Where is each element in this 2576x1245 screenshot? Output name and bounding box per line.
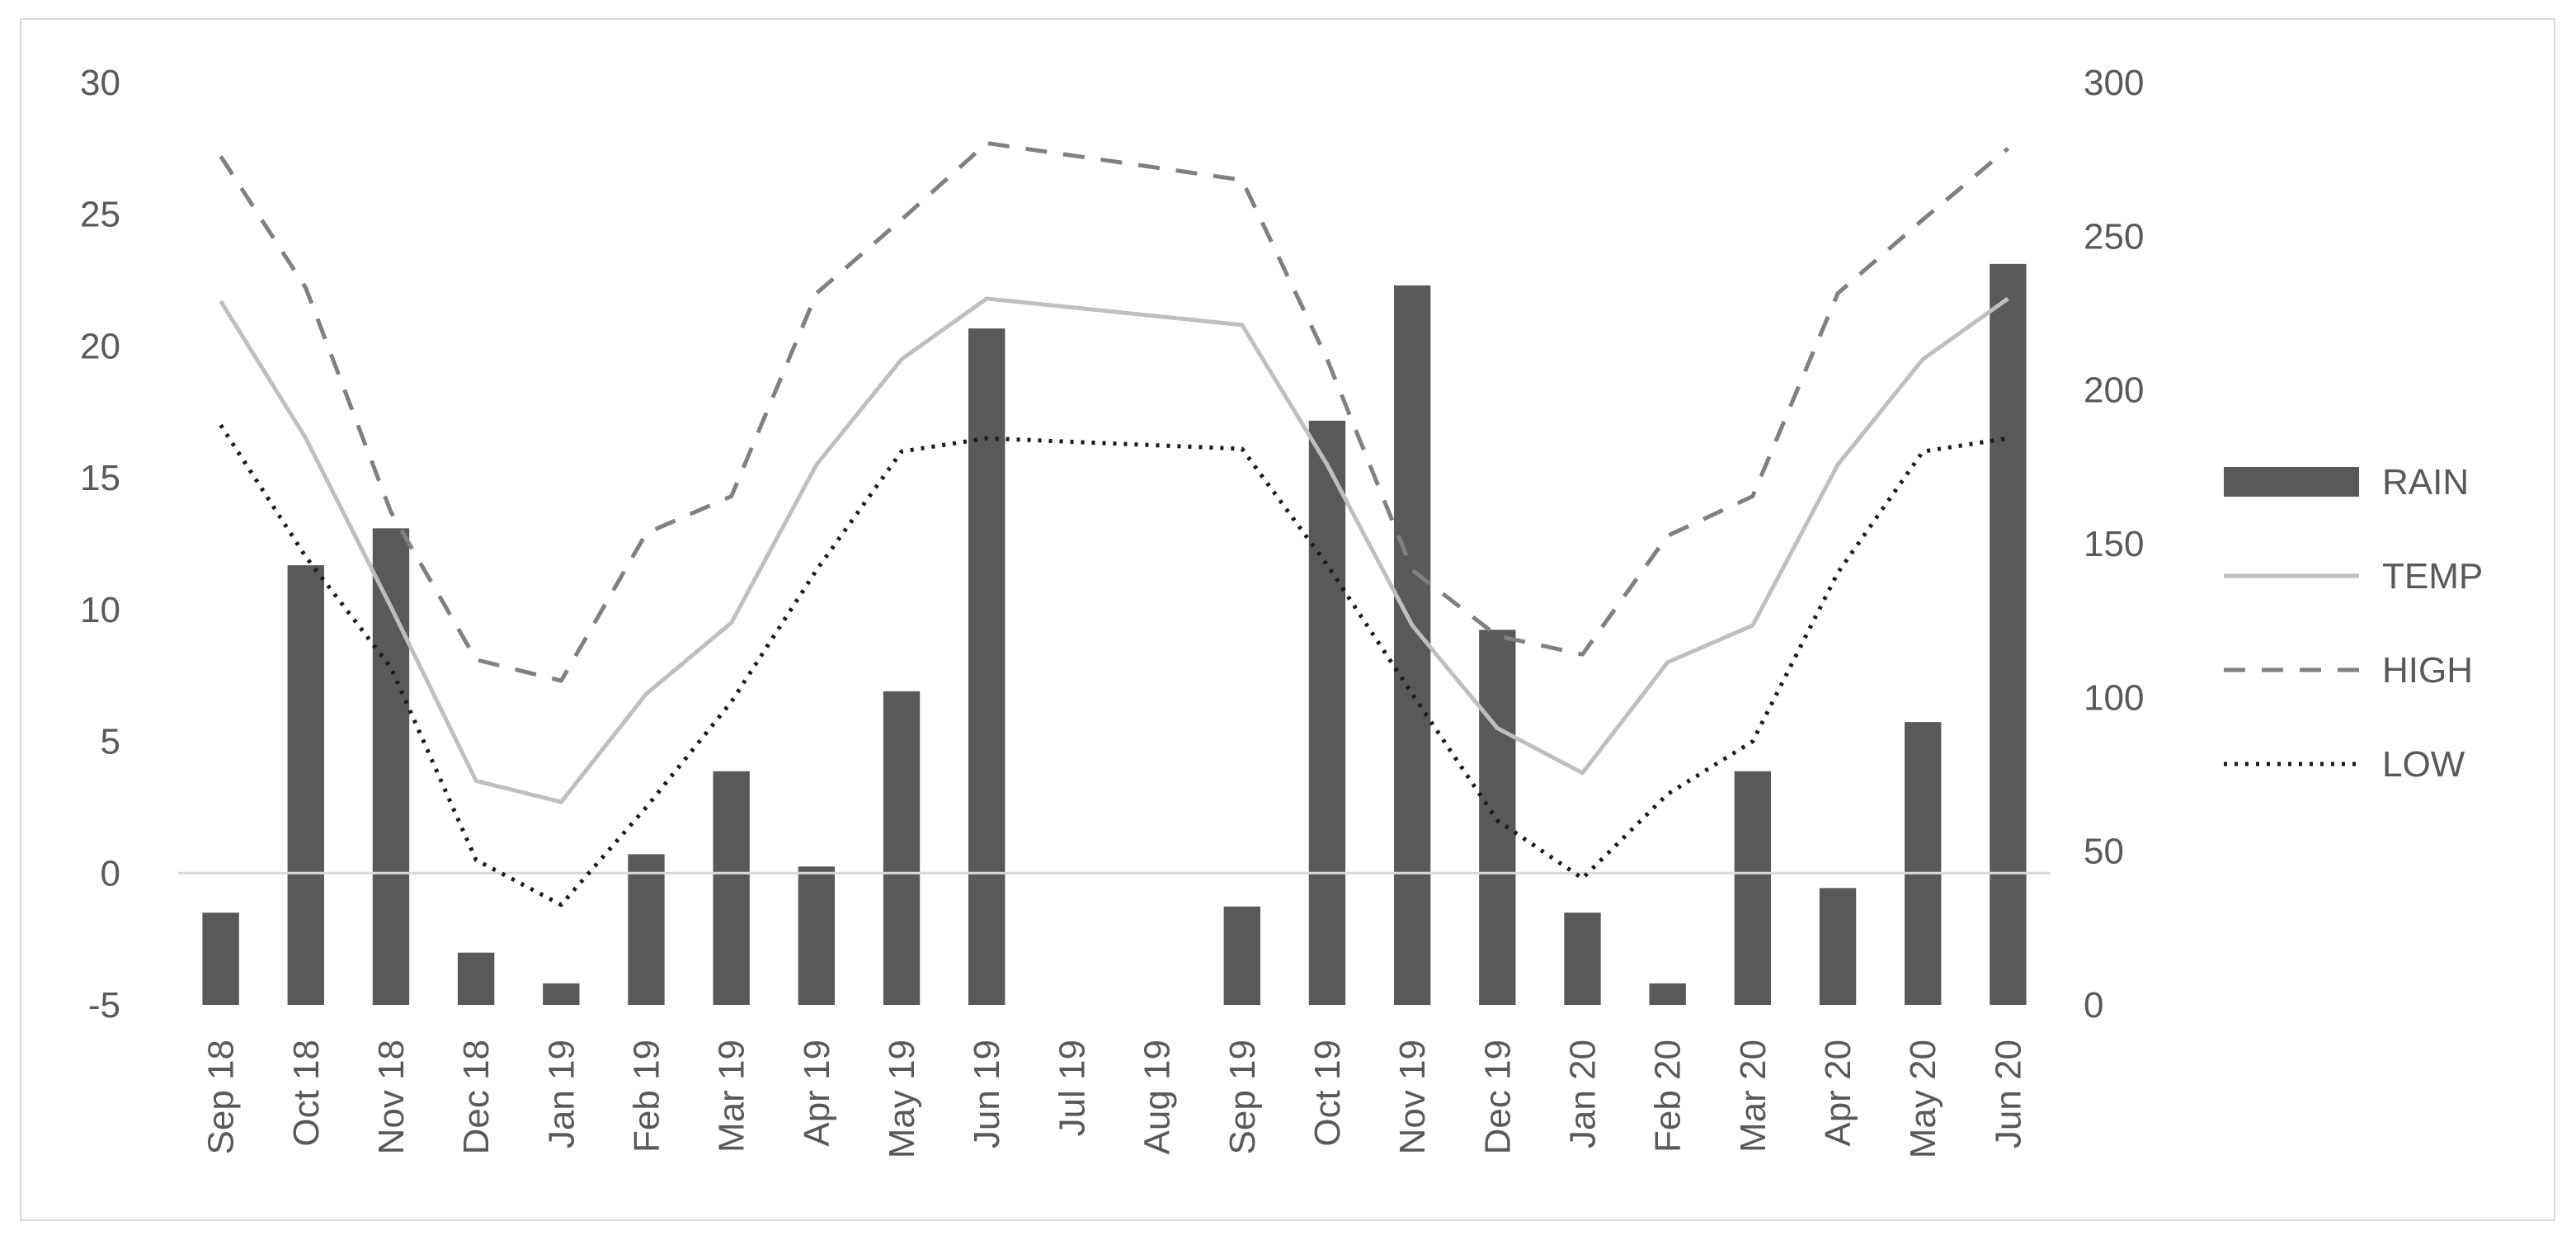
- category-label: Jan 19: [541, 1040, 582, 1148]
- category-label: May 19: [882, 1040, 922, 1158]
- category-label: Jan 20: [1563, 1040, 1604, 1148]
- category-label: Aug 19: [1137, 1040, 1178, 1154]
- left-tick-label: 0: [101, 853, 120, 894]
- category-label: Jun 20: [1988, 1040, 2028, 1148]
- rain-bar-14: [1308, 420, 1346, 1005]
- low-line: [219, 423, 2009, 908]
- legend-swatch-rain: [2224, 467, 2359, 497]
- left-tick-label: 10: [80, 590, 120, 630]
- category-label: Nov 18: [371, 1040, 412, 1154]
- category-label: Oct 18: [286, 1040, 327, 1147]
- category-label: Apr 20: [1818, 1040, 1858, 1147]
- chart-frame: 30 25 20 15 10 5 0 -5 300 250 200 150 100 50 0 Sep 18…: [20, 18, 2555, 1221]
- category-label: Feb 20: [1648, 1040, 1688, 1153]
- category-axis-labels: Sep 18 Oct 18 Nov 18 Dec 18 Jan 19 Feb 19 Mar …: [201, 1040, 2029, 1158]
- left-tick-label: 5: [101, 722, 120, 762]
- line-series: [219, 140, 2010, 908]
- rain-bar-10: [968, 328, 1005, 1006]
- rain-bar-16: [1479, 630, 1516, 1005]
- rain-bar-13: [1223, 906, 1260, 1005]
- rain-bar-4: [457, 952, 495, 1005]
- right-axis-ticks: 300 250 200 150 100 50 0: [2084, 63, 2144, 1026]
- rain-bar-15: [1393, 285, 1431, 1006]
- category-label: Dec 18: [456, 1040, 497, 1154]
- rain-bar-1: [202, 913, 239, 1005]
- category-label: Sep 19: [1222, 1040, 1263, 1154]
- rain-bar-22: [1990, 263, 2027, 1006]
- left-tick-label: 15: [80, 458, 120, 498]
- rain-bar-6: [628, 854, 665, 1005]
- category-label: Nov 19: [1392, 1040, 1433, 1154]
- legend-label-temp: TEMP: [2382, 556, 2483, 597]
- rain-bar-7: [713, 771, 750, 1005]
- legend-label-high: HIGH: [2382, 650, 2473, 691]
- rain-bar-18: [1649, 983, 1686, 1005]
- category-label: Feb 19: [627, 1040, 667, 1153]
- right-tick-label: 250: [2084, 216, 2144, 257]
- rain-bar-8: [798, 866, 836, 1005]
- high-line: [219, 140, 2010, 683]
- category-label: Apr 19: [797, 1040, 837, 1147]
- rain-bars: [202, 263, 2027, 1006]
- category-label: Sep 18: [201, 1040, 242, 1154]
- category-label: Dec 19: [1477, 1040, 1518, 1154]
- category-label: Jun 19: [967, 1040, 1007, 1148]
- right-tick-label: 300: [2084, 63, 2144, 103]
- left-tick-label: 30: [80, 63, 120, 103]
- left-axis-ticks: 30 25 20 15 10 5 0 -5: [80, 63, 120, 1026]
- category-label: Mar 19: [712, 1040, 752, 1153]
- legend-label-low: LOW: [2382, 744, 2465, 785]
- left-tick-label: -5: [88, 985, 120, 1026]
- rain-bar-20: [1819, 888, 1857, 1005]
- legend: RAIN TEMP HIGH LOW: [2224, 462, 2483, 785]
- category-label: Mar 20: [1733, 1040, 1773, 1153]
- category-label: Oct 19: [1307, 1040, 1348, 1147]
- rain-bar-21: [1905, 722, 1942, 1005]
- right-tick-label: 200: [2084, 370, 2144, 411]
- rain-bar-9: [883, 691, 921, 1005]
- right-tick-label: 150: [2084, 524, 2144, 564]
- rain-bar-19: [1734, 771, 1772, 1005]
- right-tick-label: 0: [2084, 985, 2103, 1026]
- rain-bar-17: [1564, 913, 1601, 1005]
- right-tick-label: 100: [2084, 677, 2144, 718]
- category-label: Jul 19: [1052, 1040, 1092, 1136]
- right-tick-label: 50: [2084, 832, 2124, 872]
- temp-line: [219, 296, 2009, 804]
- category-label: May 20: [1903, 1040, 1943, 1158]
- rain-bar-3: [372, 528, 410, 1005]
- left-tick-label: 20: [80, 326, 120, 366]
- left-tick-label: 25: [80, 195, 120, 235]
- legend-label-rain: RAIN: [2382, 462, 2469, 502]
- rain-bar-5: [543, 983, 580, 1005]
- rain-bar-2: [287, 565, 324, 1005]
